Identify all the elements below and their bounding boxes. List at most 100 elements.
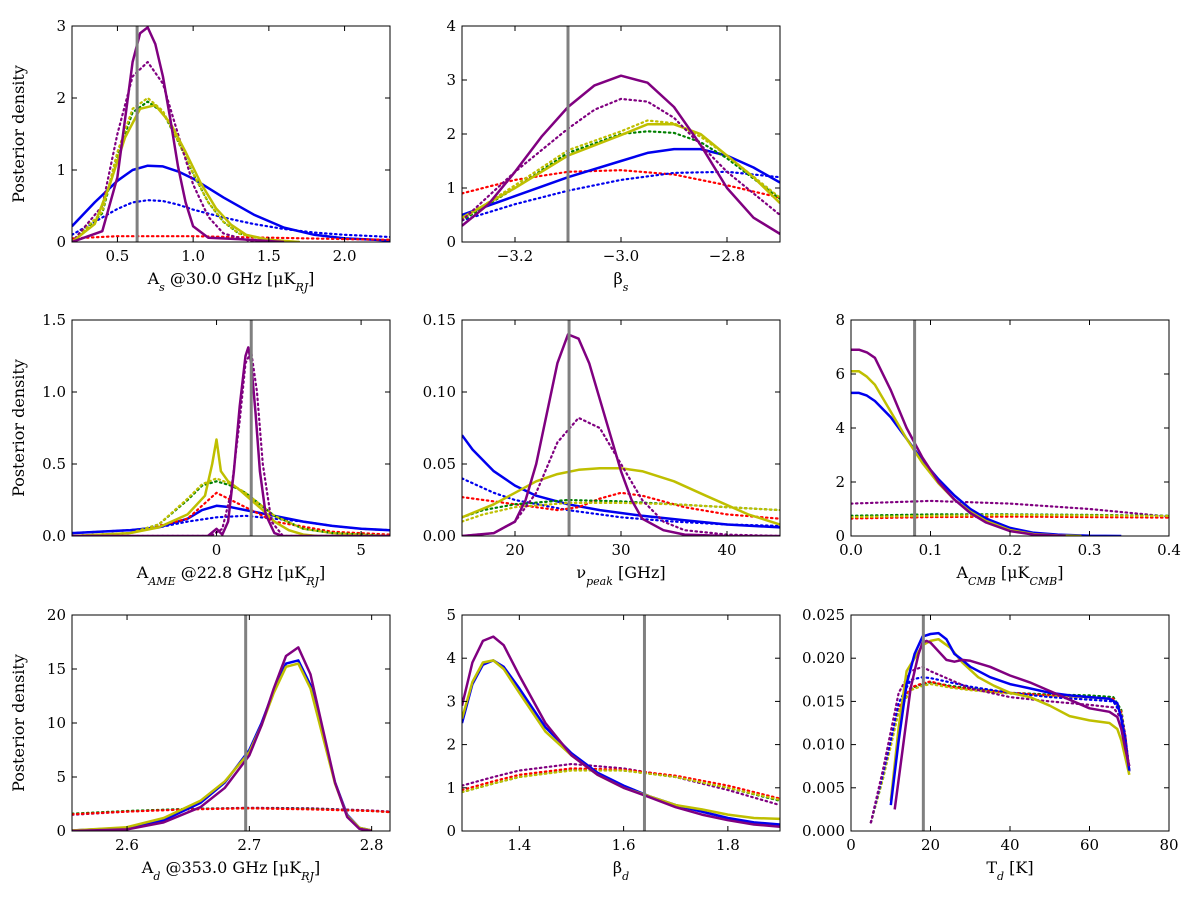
series-green-dotted-line (462, 130, 780, 222)
y-tick-label: 5 (56, 768, 66, 786)
x-tick-label: 0.3 (1078, 541, 1102, 559)
y-tick-label: 0.10 (423, 383, 456, 401)
x-axis-label: Td [K] (986, 858, 1033, 883)
y-tick-label: 0.020 (802, 649, 845, 667)
series-red-dotted-line (72, 235, 390, 241)
series-green-dotted-line (462, 498, 780, 519)
x-tick-label: 1.0 (181, 247, 205, 265)
chart-panel-T_d: 0 20 40 60 80 0.000 0.005 0.010 0.015 0.020 0.025 T… (802, 606, 1179, 883)
y-tick-label: 3 (446, 692, 456, 710)
y-tick-label: 1.5 (42, 311, 66, 329)
x-tick-label: 20 (505, 541, 524, 559)
y-tick-label: 5 (446, 606, 456, 624)
series-olive-dotted-line (851, 513, 1169, 519)
plot-area (462, 26, 780, 242)
x-tick-label: 1.6 (612, 836, 636, 854)
chart-panel-A_AME: 0 5 0.0 0.5 1.0 1.5 AAME @22.8 GHz [μKRJ] Poste… (9, 311, 391, 588)
series-olive-solid-line (72, 438, 390, 536)
series-purple-solid-line (462, 333, 780, 536)
series-blue-solid-line (462, 147, 780, 217)
plot-area (72, 615, 390, 831)
y-tick-label: 4 (446, 17, 456, 35)
y-tick-label: 8 (835, 311, 845, 329)
x-tick-label: 40 (717, 541, 736, 559)
y-tick-label: 0 (835, 527, 845, 545)
series-purple-solid-line (72, 346, 390, 536)
series-purple-solid-line (72, 26, 285, 242)
x-axis-label: ACMB [μKCMB] (955, 563, 1063, 588)
chart-panel-nu_peak: 20 30 40 0.00 0.05 0.10 0.15 νpeak [GHz] (423, 311, 781, 588)
x-tick-label: −2.8 (709, 247, 745, 265)
plot-area (72, 26, 390, 242)
y-tick-label: 0.010 (802, 736, 845, 754)
x-tick-label: 2.0 (333, 247, 357, 265)
series-red-dotted-line (851, 515, 1169, 520)
y-tick-label: 2 (446, 736, 456, 754)
series-blue-solid-line (72, 164, 390, 242)
plot-area (851, 320, 1169, 536)
series-purple-dotted-line (869, 665, 1131, 824)
x-tick-label: 2.8 (360, 836, 384, 854)
axes-frame (71, 319, 391, 537)
y-tick-label: 4 (835, 419, 845, 437)
x-axis-label: AAME @22.8 GHz [μKRJ] (136, 563, 325, 588)
x-tick-label: 40 (1000, 836, 1019, 854)
series-blue-solid-line (462, 659, 780, 826)
y-tick-label: 0.015 (802, 692, 845, 710)
series-olive-dotted-line (462, 769, 780, 801)
series-red-dotted-line (462, 767, 780, 800)
series-red-dotted-line (462, 169, 780, 199)
y-axis-label: Posterior density (9, 359, 28, 497)
series-purple-dotted-line (851, 499, 1169, 518)
x-tick-label: 30 (611, 541, 630, 559)
series-olive-solid-line (462, 659, 780, 821)
y-tick-label: 10 (47, 714, 66, 732)
y-tick-label: 6 (835, 365, 845, 383)
y-tick-label: 2 (56, 89, 66, 107)
series-blue-solid-line (462, 434, 780, 529)
y-tick-label: 0 (446, 233, 456, 251)
x-tick-label: −3.2 (497, 247, 533, 265)
y-tick-label: 1.0 (42, 383, 66, 401)
chart-panel-beta_d: 1.4 1.6 1.8 0 1 2 3 4 5 βd (446, 606, 781, 883)
x-tick-label: 0.4 (1157, 541, 1181, 559)
plot-area (72, 320, 390, 536)
x-axis-label: βs (614, 269, 629, 294)
y-tick-label: 0.00 (423, 527, 456, 545)
y-tick-label: 3 (56, 17, 66, 35)
y-tick-label: 1 (446, 179, 456, 197)
x-tick-label: 0 (212, 541, 222, 559)
x-tick-label: 0.0 (839, 541, 863, 559)
y-tick-label: 3 (446, 71, 456, 89)
y-tick-label: 0.000 (802, 822, 845, 840)
series-olive-dotted-line (462, 501, 780, 523)
x-tick-label: 2.6 (115, 836, 139, 854)
series-red-dotted-line (72, 807, 390, 816)
axes-frame (71, 25, 391, 243)
chart-panel-beta_s: −3.2 −3.0 −2.8 0 1 2 3 4 βs (446, 17, 781, 294)
series-red-dotted-line (462, 491, 780, 520)
x-tick-label: 80 (1159, 836, 1178, 854)
series-olive-solid-line (851, 370, 1082, 536)
series-olive-solid-line (462, 123, 780, 219)
series-olive-solid-line (462, 467, 780, 526)
series-olive-dotted-line (72, 96, 301, 242)
series-olive-solid-line (72, 103, 300, 242)
x-tick-label: 0.2 (998, 541, 1022, 559)
x-tick-label: 0.1 (919, 541, 943, 559)
chart-panel-A_d: 2.6 2.7 2.8 0 5 10 15 20 Ad @353.0 GHz [μKRJ] Pos… (9, 606, 391, 883)
y-tick-label: 15 (47, 660, 66, 678)
series-blue-dotted-line (72, 199, 390, 239)
chart-panel-A_s: 0.5 1.0 1.5 2.0 0 1 2 3 As @30.0 GHz [μKRJ] Poste… (9, 17, 391, 294)
y-tick-label: 4 (446, 649, 456, 667)
y-tick-label: 0.0 (42, 527, 66, 545)
y-axis-label: Posterior density (9, 654, 28, 792)
y-tick-label: 0.5 (42, 455, 66, 473)
chart-panel-A_CMB: 0.0 0.1 0.2 0.3 0.4 0 2 4 6 8 ACMB [μKCMB] (835, 311, 1180, 588)
x-tick-label: 1.5 (257, 247, 281, 265)
x-tick-label: 5 (356, 541, 366, 559)
y-tick-label: 0.05 (423, 455, 456, 473)
series-blue-solid-line (889, 631, 1131, 806)
series-blue-solid-line (72, 504, 390, 535)
